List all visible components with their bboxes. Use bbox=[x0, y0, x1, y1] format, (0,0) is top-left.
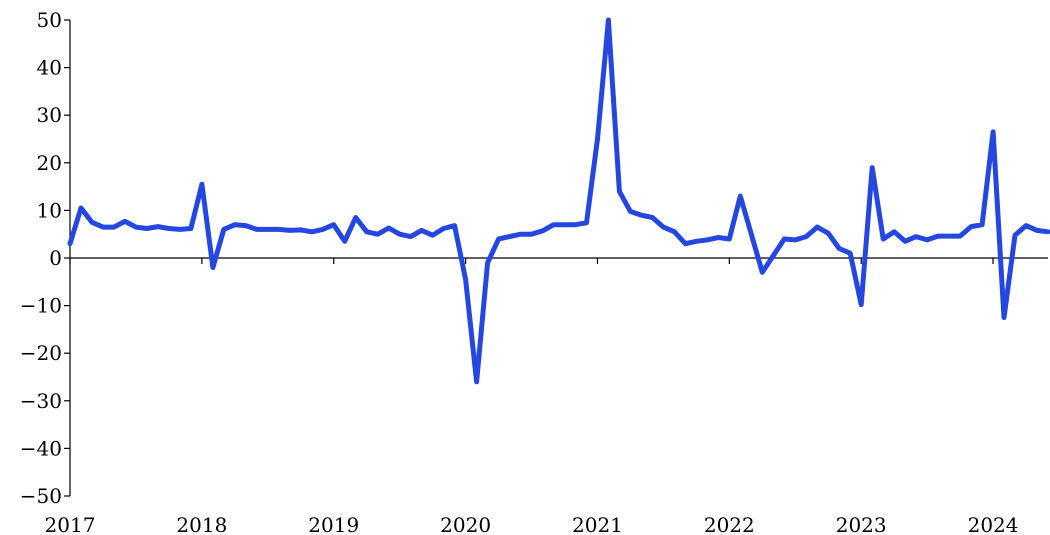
y-tick-label: 0 bbox=[49, 246, 62, 270]
y-axis: −50 −40 −30 −20 −10 0 10 20 30 40 50 bbox=[20, 8, 71, 508]
y-tick-label: −50 bbox=[20, 484, 62, 508]
y-tick-label: 10 bbox=[37, 198, 62, 222]
x-tick-label: 2021 bbox=[572, 513, 623, 535]
x-tick-label: 2017 bbox=[45, 513, 96, 535]
x-tick-label: 2020 bbox=[440, 513, 491, 535]
x-tick-label: 2024 bbox=[968, 513, 1019, 535]
x-tick-label: 2018 bbox=[176, 513, 227, 535]
y-tick-label: −40 bbox=[20, 436, 62, 460]
y-tick-label: −10 bbox=[20, 294, 62, 318]
y-tick-label: 40 bbox=[37, 56, 62, 80]
x-tick-label: 2019 bbox=[308, 513, 359, 535]
series-line-0 bbox=[67, 17, 1050, 385]
y-tick-label: −30 bbox=[20, 389, 62, 413]
series-layer bbox=[67, 17, 1050, 385]
x-tick-label: 2022 bbox=[704, 513, 755, 535]
y-tick-label: 30 bbox=[37, 103, 62, 127]
y-tick-label: 20 bbox=[37, 151, 62, 175]
x-axis: 2017 2018 2019 2020 2021 2022 2023 2024 bbox=[45, 257, 1048, 535]
x-tick-label: 2023 bbox=[836, 513, 887, 535]
y-tick-label: 50 bbox=[37, 8, 62, 32]
y-tick-label: −20 bbox=[20, 341, 62, 365]
